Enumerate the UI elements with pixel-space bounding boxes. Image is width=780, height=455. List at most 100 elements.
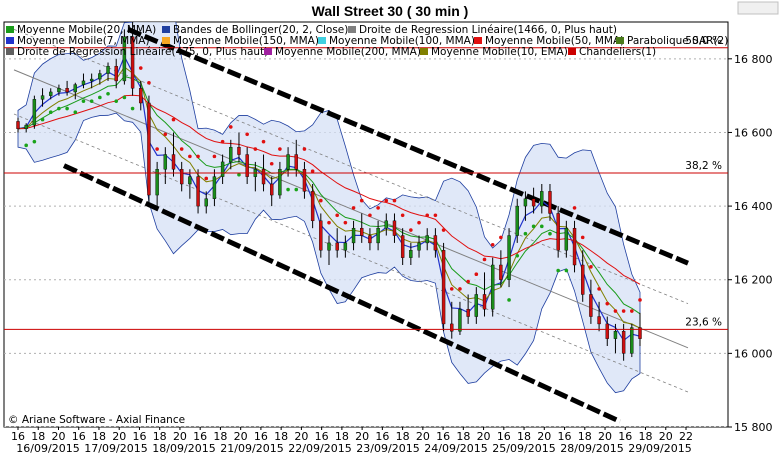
sar-dot [155, 147, 159, 151]
candle-body [482, 294, 487, 310]
candle [122, 29, 127, 85]
sar-dot [384, 198, 389, 203]
sar-dot [114, 99, 119, 103]
sar-dot [237, 172, 241, 177]
sar-dot [482, 257, 487, 262]
regression-center-line [13, 69, 689, 349]
candle-body [179, 169, 184, 185]
fibonacci-label: 50,0 % [685, 35, 722, 47]
x-hour-label: 18 [456, 430, 470, 443]
candle [368, 228, 372, 251]
candle [589, 279, 593, 324]
sar-dot [188, 154, 192, 159]
candle-body [122, 36, 127, 82]
candle-body [392, 220, 397, 236]
candle-body [196, 176, 200, 207]
candle [417, 235, 421, 258]
candle [89, 73, 94, 89]
candle [384, 213, 388, 236]
x-hour-label: 20 [173, 430, 187, 443]
candle [278, 161, 282, 199]
candle [499, 250, 503, 288]
sar-dot [605, 301, 610, 306]
candle-body [188, 176, 192, 185]
sar-dot [81, 99, 86, 103]
legend-entry: Moyenne Mobile(200, MMA) [275, 46, 421, 58]
legend-entry: Bandes de Bollinger(20, 2, Close) [173, 24, 348, 36]
sar-dot [343, 220, 348, 225]
candle-body [294, 154, 298, 170]
candle [474, 287, 479, 324]
sar-dot [425, 213, 430, 218]
candle-body [605, 323, 609, 339]
y-tick-label: 16 600 [734, 126, 773, 139]
candle [425, 228, 429, 251]
sar-dot [580, 235, 585, 240]
copyright-note: © Ariane Software - Axial Finance [8, 414, 185, 426]
candle-body [572, 227, 577, 266]
legend-swatch [162, 37, 170, 44]
sar-dot [130, 106, 135, 111]
x-hour-label: 18 [213, 430, 227, 443]
candle-body [507, 235, 511, 280]
candle [441, 242, 446, 332]
candle [564, 220, 569, 258]
x-hour-label: 22 [679, 430, 693, 443]
sar-dot [490, 242, 495, 247]
candle-body [24, 124, 28, 129]
legend: Moyenne Mobile(20, MMA) Bandes de Bolling… [6, 24, 728, 58]
candle-body [286, 154, 290, 170]
sar-dot [302, 147, 307, 151]
candle-body [302, 169, 307, 192]
sar-dot [196, 154, 200, 159]
chart-title: Wall Street 30 ( 30 min ) [312, 3, 469, 19]
candle [630, 323, 634, 358]
legend-entry: Moyenne Mobile(100, MMA) [329, 35, 475, 47]
candle [392, 213, 397, 243]
sar-dot [24, 143, 28, 148]
x-axis: 16 18 20 16 18 20 16 18 20 16 18 20 16 18 20 16 18 20 16 18… [11, 427, 693, 455]
candle [319, 213, 323, 258]
candle-body [114, 65, 118, 82]
x-hour-label: 16 [375, 430, 389, 443]
sar-dot [327, 220, 331, 225]
legend-swatch [474, 37, 482, 44]
sar-dot [138, 66, 143, 70]
candle [294, 139, 298, 177]
candle-body [130, 36, 135, 89]
sar-dot [392, 198, 397, 203]
x-date-label: 23/09/2015 [356, 442, 419, 455]
x-hour-label: 16 [315, 430, 329, 443]
sar-dot [400, 213, 405, 218]
sar-dot [245, 132, 249, 137]
sar-dot [335, 213, 339, 218]
sar-dot [57, 106, 61, 111]
candle-body [89, 78, 94, 82]
sar-dot [613, 309, 618, 313]
candle-body [548, 191, 552, 214]
candle-body [556, 213, 560, 251]
candle-body [212, 176, 217, 199]
x-hour-label: 16 [72, 430, 86, 443]
candle-body [106, 65, 110, 74]
legend-swatch [348, 26, 356, 33]
candle [531, 187, 536, 214]
channel-lower-line [62, 163, 622, 424]
x-hour-label: 18 [274, 430, 288, 443]
candle [229, 139, 233, 170]
sar-dot [564, 268, 569, 273]
sar-dot [523, 231, 528, 236]
legend-swatch [616, 37, 624, 44]
candle [621, 323, 626, 361]
candle [302, 161, 307, 199]
candle [490, 257, 495, 317]
y-tick-label: 16 000 [734, 347, 773, 360]
candle-body [229, 146, 233, 163]
legend-entry: Chandeliers(1) [579, 46, 656, 58]
sar-dot [539, 224, 544, 229]
fibonacci-label: 23,6 % [685, 316, 722, 328]
candle-body [49, 91, 53, 96]
candle-body [540, 191, 544, 207]
candle [335, 228, 339, 258]
